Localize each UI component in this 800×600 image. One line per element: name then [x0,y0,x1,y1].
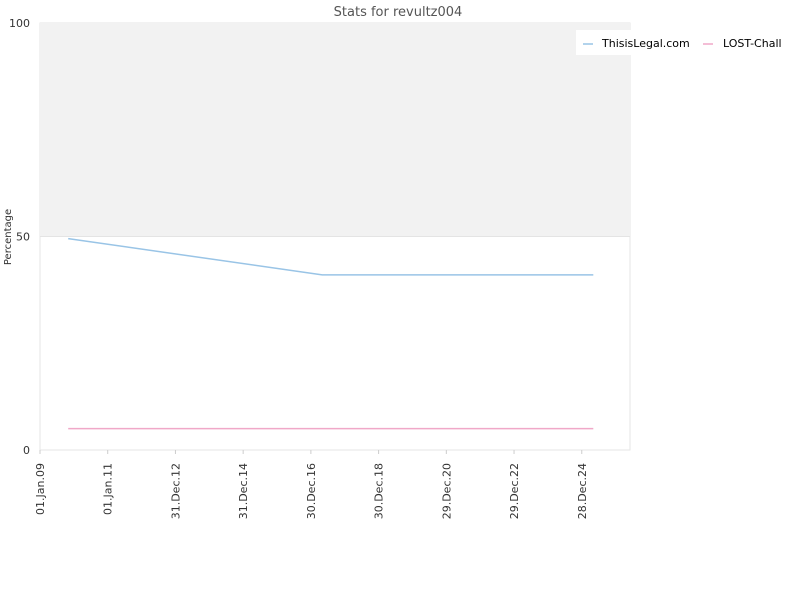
x-tick-label: 30.Dec.18 [373,463,386,519]
y-tick-label: 100 [9,17,30,30]
y-tick-label: 50 [16,231,30,244]
y-tick-label: 0 [23,444,30,457]
legend-box [576,30,792,55]
x-tick-label: 29.Dec.20 [440,463,453,519]
x-tick-label: 01.Jan.11 [102,463,115,515]
x-axis: 01.Jan.09 01.Jan.11 31.Dec.12 31.Dec.14 30.D… [34,450,589,519]
legend-label-lost-chall: LOST-Chall [723,37,782,50]
x-tick-label: 29.Dec.22 [508,463,521,519]
legend-label-thisislegal: ThisisLegal.com [601,37,690,50]
series-line-thisislegal [68,237,594,276]
y-axis-label: Percentage [3,209,14,265]
x-tick-label: 30.Dec.16 [305,463,318,519]
x-tick-label: 28.Dec.24 [576,463,589,519]
series-layer [68,237,594,430]
x-tick-label: 01.Jan.09 [34,463,47,515]
y-axis: 0 50 100 [9,17,30,457]
x-tick-label: 31.Dec.12 [169,463,182,519]
upper-half-band [40,23,630,237]
chart-title: Stats for revultz004 [334,5,463,20]
x-tick-label: 31.Dec.14 [237,463,250,519]
legend: ThisisLegal.com LOST-Chall [576,30,792,55]
